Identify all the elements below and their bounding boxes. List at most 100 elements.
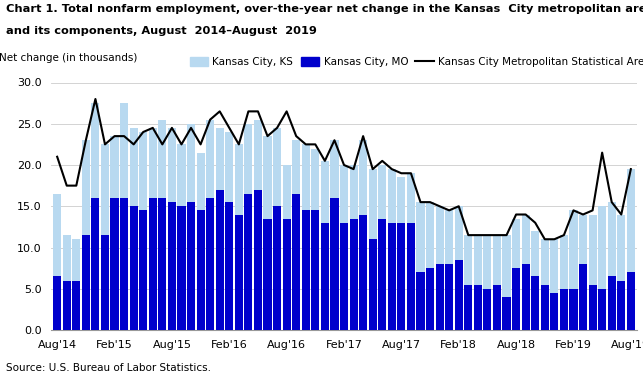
- Bar: [627, 272, 635, 330]
- Bar: [225, 132, 233, 330]
- Bar: [311, 148, 320, 330]
- Bar: [426, 202, 434, 330]
- Bar: [311, 210, 320, 330]
- Bar: [130, 128, 138, 330]
- Bar: [598, 289, 606, 330]
- Bar: [570, 289, 577, 330]
- Bar: [168, 202, 176, 330]
- Bar: [588, 285, 597, 330]
- Bar: [627, 169, 635, 330]
- Bar: [493, 235, 501, 330]
- Bar: [101, 235, 109, 330]
- Bar: [455, 206, 463, 330]
- Bar: [388, 223, 396, 330]
- Bar: [350, 165, 358, 330]
- Bar: [493, 285, 501, 330]
- Bar: [521, 264, 530, 330]
- Bar: [206, 120, 214, 330]
- Bar: [541, 285, 549, 330]
- Bar: [168, 128, 176, 330]
- Bar: [62, 280, 71, 330]
- Bar: [455, 260, 463, 330]
- Text: Chart 1. Total nonfarm employment, over-the-year net change in the Kansas  City : Chart 1. Total nonfarm employment, over-…: [6, 4, 643, 14]
- Bar: [359, 214, 367, 330]
- Bar: [484, 289, 491, 330]
- Bar: [215, 128, 224, 330]
- Bar: [62, 235, 71, 330]
- Bar: [617, 280, 626, 330]
- Bar: [608, 276, 616, 330]
- Bar: [445, 264, 453, 330]
- Bar: [368, 169, 377, 330]
- Bar: [378, 219, 386, 330]
- Bar: [378, 165, 386, 330]
- Bar: [531, 231, 539, 330]
- Bar: [570, 210, 577, 330]
- Bar: [417, 272, 424, 330]
- Bar: [177, 144, 186, 330]
- Bar: [235, 214, 243, 330]
- Bar: [579, 214, 587, 330]
- Bar: [435, 206, 444, 330]
- Bar: [340, 165, 348, 330]
- Bar: [101, 144, 109, 330]
- Bar: [273, 128, 281, 330]
- Bar: [368, 239, 377, 330]
- Text: Source: U.S. Bureau of Labor Statistics.: Source: U.S. Bureau of Labor Statistics.: [6, 363, 212, 373]
- Bar: [397, 223, 406, 330]
- Bar: [120, 198, 128, 330]
- Bar: [206, 198, 214, 330]
- Bar: [53, 276, 61, 330]
- Bar: [53, 194, 61, 330]
- Bar: [521, 214, 530, 330]
- Bar: [531, 276, 539, 330]
- Bar: [197, 210, 204, 330]
- Bar: [302, 144, 310, 330]
- Bar: [111, 136, 118, 330]
- Bar: [464, 285, 473, 330]
- Bar: [225, 202, 233, 330]
- Bar: [340, 223, 348, 330]
- Bar: [139, 210, 147, 330]
- Bar: [331, 140, 338, 330]
- Bar: [464, 235, 473, 330]
- Bar: [254, 190, 262, 330]
- Bar: [197, 153, 204, 330]
- Bar: [426, 268, 434, 330]
- Bar: [215, 190, 224, 330]
- Bar: [359, 140, 367, 330]
- Bar: [72, 280, 80, 330]
- Bar: [502, 235, 511, 330]
- Text: and its components, August  2014–August  2019: and its components, August 2014–August 2…: [6, 26, 317, 36]
- Bar: [158, 120, 167, 330]
- Bar: [302, 210, 310, 330]
- Bar: [397, 177, 406, 330]
- Legend: Kansas City, KS, Kansas City, MO, Kansas City Metropolitan Statistical Area: Kansas City, KS, Kansas City, MO, Kansas…: [185, 53, 643, 71]
- Bar: [187, 124, 195, 330]
- Bar: [82, 140, 90, 330]
- Bar: [82, 235, 90, 330]
- Bar: [579, 264, 587, 330]
- Bar: [149, 198, 157, 330]
- Bar: [292, 194, 300, 330]
- Bar: [120, 103, 128, 330]
- Bar: [550, 293, 558, 330]
- Bar: [244, 194, 253, 330]
- Bar: [254, 120, 262, 330]
- Bar: [435, 264, 444, 330]
- Bar: [292, 140, 300, 330]
- Bar: [502, 297, 511, 330]
- Bar: [445, 210, 453, 330]
- Bar: [187, 202, 195, 330]
- Bar: [484, 235, 491, 330]
- Bar: [512, 268, 520, 330]
- Bar: [350, 219, 358, 330]
- Bar: [598, 206, 606, 330]
- Bar: [264, 136, 271, 330]
- Bar: [550, 239, 558, 330]
- Bar: [111, 198, 118, 330]
- Bar: [541, 239, 549, 330]
- Bar: [149, 128, 157, 330]
- Bar: [407, 173, 415, 330]
- Bar: [331, 198, 338, 330]
